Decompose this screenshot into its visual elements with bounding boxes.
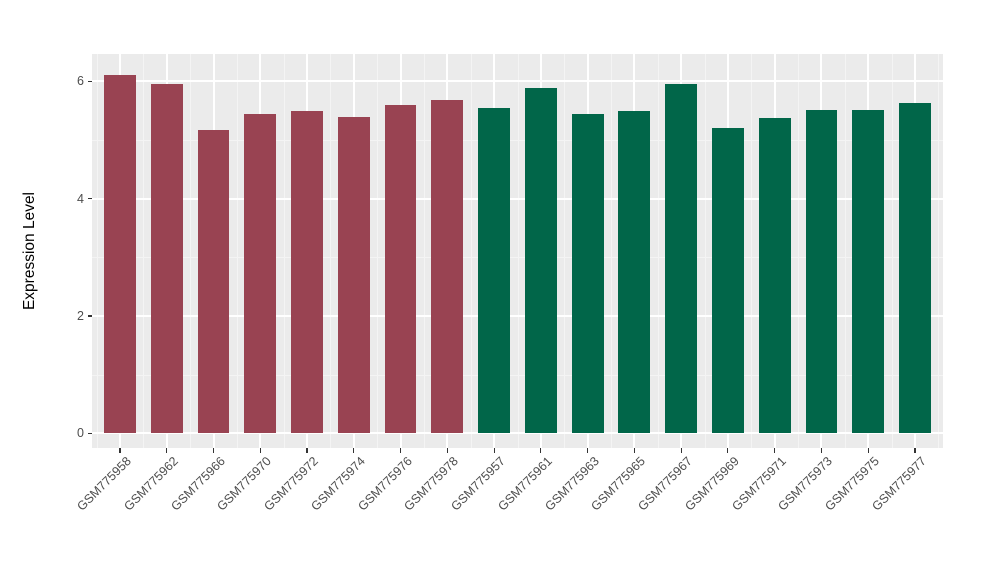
gridline-minor-vertical [143, 54, 145, 448]
x-tick-mark [353, 448, 355, 453]
x-tick-mark [119, 448, 121, 453]
gridline-minor-vertical [657, 54, 659, 448]
x-tick-mark [867, 448, 869, 453]
x-tick-mark [680, 448, 682, 453]
gridline-minor-vertical [564, 54, 566, 448]
bar-GSM775973 [805, 109, 838, 434]
gridline-minor-vertical [891, 54, 893, 448]
bar-GSM775972 [291, 111, 323, 434]
gridline-minor-vertical [751, 54, 753, 448]
bar-GSM775961 [524, 88, 557, 434]
y-tick-mark [87, 80, 92, 82]
x-tick-mark [587, 448, 589, 453]
bar-GSM775974 [337, 117, 370, 434]
bar-GSM775966 [197, 130, 230, 434]
y-tick-mark [87, 315, 92, 317]
gridline-major-horizontal [92, 432, 943, 435]
bar-GSM775962 [150, 84, 183, 434]
bar-GSM775971 [758, 118, 791, 434]
x-tick-mark [212, 448, 215, 453]
gridline-minor-vertical [283, 54, 285, 448]
x-tick-mark [540, 448, 542, 453]
bar-GSM775969 [712, 127, 744, 434]
x-tick-mark [493, 448, 495, 453]
bar-GSM775967 [665, 84, 698, 434]
y-tick-mark [87, 432, 92, 434]
bar-GSM775977 [899, 102, 931, 434]
y-axis-title: Expression Level [21, 191, 38, 311]
gridline-major-horizontal [92, 80, 943, 83]
gridline-minor-vertical [470, 54, 472, 448]
y-tick-label: 4 [77, 191, 84, 206]
bar-GSM775963 [571, 113, 604, 434]
x-tick-mark [820, 448, 823, 453]
bar-GSM775978 [431, 99, 464, 434]
plot-panel [92, 54, 943, 448]
gridline-minor-vertical [611, 54, 613, 448]
x-tick-mark [306, 448, 308, 453]
x-tick-mark [914, 448, 916, 453]
y-tick-mark [87, 198, 92, 200]
bar-GSM775975 [852, 109, 885, 434]
x-tick-mark [446, 448, 448, 453]
gridline-minor-vertical [330, 54, 332, 448]
gridline-minor-vertical [236, 54, 238, 448]
bar-GSM775976 [384, 104, 417, 434]
x-tick-mark [774, 448, 776, 453]
y-tick-label: 0 [77, 426, 84, 441]
gridline-minor-vertical [704, 54, 706, 448]
y-tick-label: 2 [77, 309, 84, 324]
gridline-major-horizontal [92, 197, 943, 200]
bar-GSM775965 [618, 110, 651, 434]
gridline-minor-vertical [517, 54, 519, 448]
gridline-minor-vertical [844, 54, 846, 448]
gridline-minor-vertical [798, 54, 800, 448]
x-tick-mark [400, 448, 402, 453]
x-tick-mark [259, 448, 261, 453]
bar-GSM775957 [478, 107, 510, 434]
gridline-minor-vertical [423, 54, 425, 448]
gridline-major-horizontal [92, 315, 943, 318]
x-tick-mark [166, 448, 168, 453]
gridline-minor-vertical [96, 54, 98, 448]
x-tick-mark [727, 448, 729, 453]
gridline-minor-vertical [938, 54, 940, 448]
gridline-minor-vertical [377, 54, 379, 448]
gridline-minor-vertical [190, 54, 192, 448]
x-tick-mark [633, 448, 635, 453]
y-tick-label: 6 [77, 74, 84, 89]
bar-GSM775970 [244, 114, 277, 434]
bar-GSM775958 [104, 74, 136, 434]
